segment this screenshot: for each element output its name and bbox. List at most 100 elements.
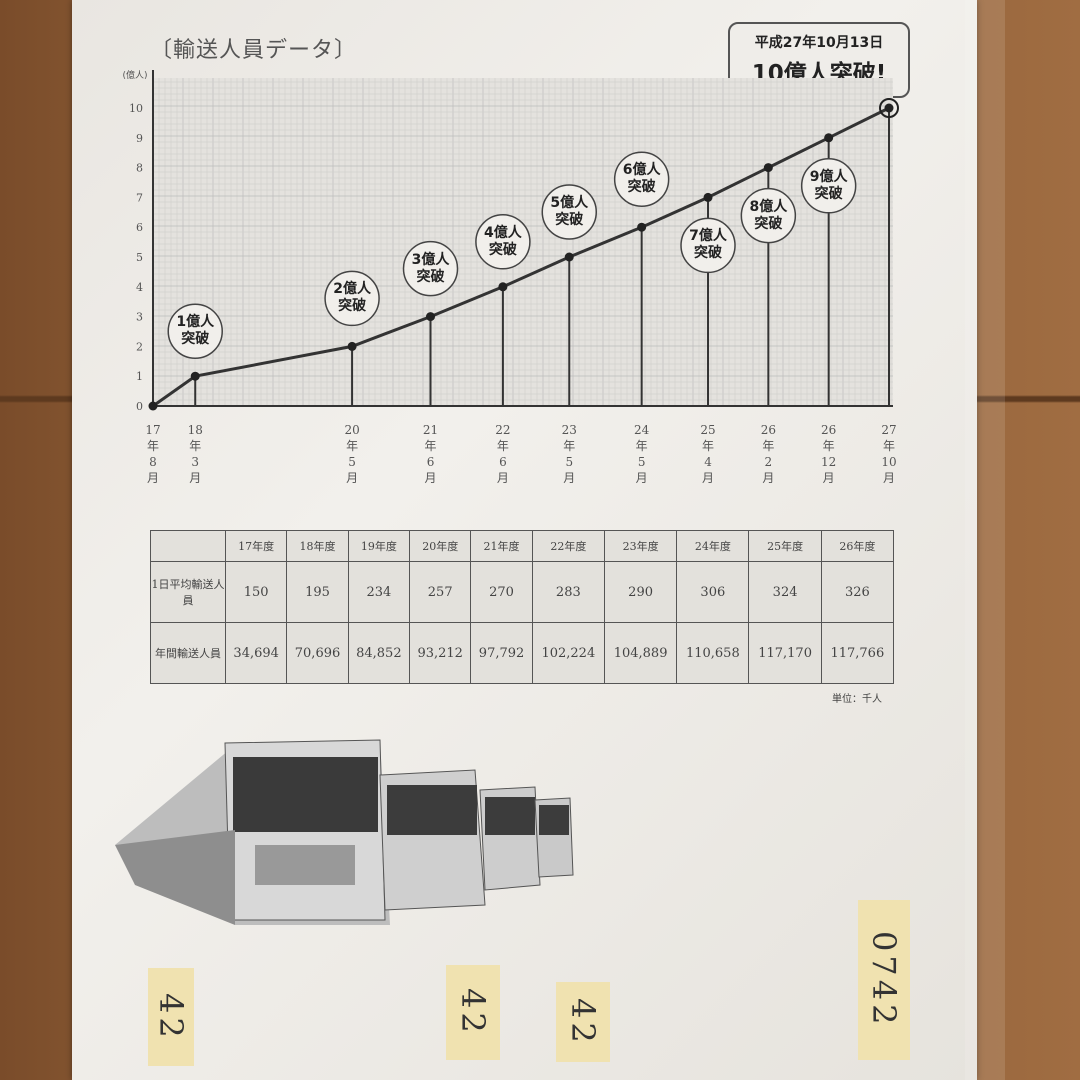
row-label: 1日平均輸送人員 [150,561,226,623]
column-header: 17年度 [224,530,288,562]
table-row: 1日平均輸送人員 150 195 234 257 270 283 290 306 324 326 [150,561,895,623]
milestone-badge-text: 1億人突破 [176,314,215,348]
table-header-row: 17年度 18年度 19年度 20年度 21年度 22年度 23年度 24年度 25年度 26年度 [150,530,895,562]
x-tick-label: 年 [189,439,201,453]
table-cell: 326 [820,561,895,623]
y-tick-label: 0 [136,400,143,413]
table-cell: 102,224 [531,622,605,684]
x-tick-label: 年 [636,439,648,453]
column-header: 26年度 [820,530,895,562]
x-tick-label: 年 [497,439,509,453]
x-tick-label: 年 [762,439,774,453]
chart-title: 〔輸送人員データ〕 [150,38,358,63]
milestone-badge [800,158,857,214]
x-tick-label: 22 [495,423,510,437]
x-tick-label: 26 [821,423,836,437]
milestone-badge-text: 2億人突破 [333,281,371,315]
x-tick-label: 5 [638,455,646,469]
milestone-badge-text: 3億人突破 [411,251,450,285]
milestone-badge [541,184,598,240]
x-tick-label: 月 [346,471,358,485]
data-point [637,222,647,232]
x-tick-label: 年 [147,439,159,453]
milestone-ring [879,98,899,118]
milestone-badge [475,214,531,270]
x-tick-label: 10 [881,455,896,469]
table-cell: 306 [676,561,750,623]
x-tick-label: 5 [565,455,573,469]
table-cell: 234 [347,561,411,623]
x-tick-label: 月 [636,471,648,485]
tag-number: 0742 [865,931,903,1029]
x-tick-label: 年 [563,439,575,453]
data-point [498,282,508,292]
y-tick-label: 8 [136,162,143,175]
table-cell: 290 [603,561,678,623]
sticky-tag: 0742 [858,900,910,1060]
corner-cell [150,530,226,562]
data-point [703,192,713,202]
y-tick-label: 6 [136,221,143,234]
column-header: 20年度 [409,530,472,562]
table-cell: 97,792 [470,622,533,684]
milestone-badge [613,151,670,207]
milestone-badge-text: 5億人突破 [550,195,589,228]
x-tick-label: 月 [189,471,201,485]
column-header: 18年度 [286,530,349,562]
x-tick-label: 月 [147,471,159,485]
ridership-line-chart: (億人)01234567891017年8月18年3月20年5月21年6月22年6… [122,69,899,485]
tag-number: 42 [454,988,492,1037]
table-cell: 324 [748,561,822,623]
row-label: 年間輸送人員 [150,622,226,684]
y-tick-label: 10 [129,102,143,115]
table-cell: 195 [286,561,349,623]
sticky-tag: 42 [148,968,194,1066]
tag-number: 42 [152,992,190,1042]
milestone-badge [740,187,797,244]
table-cell: 110,658 [676,622,750,684]
x-tick-label: 23 [562,423,577,437]
milestone-badge [402,240,459,297]
milestone-badge-text: 7億人突破 [689,228,727,262]
table-cell: 270 [470,561,533,623]
column-header: 23年度 [603,530,678,562]
table-cell: 283 [531,561,605,623]
x-tick-label: 2 [765,455,773,469]
x-tick-label: 4 [704,455,712,469]
milestone-badge-text: 8億人突破 [749,198,788,232]
column-header: 22年度 [531,530,605,562]
y-tick-label: 3 [136,311,143,324]
x-tick-label: 年 [823,439,835,453]
x-tick-label: 12 [821,455,836,469]
x-tick-label: 24 [634,423,650,437]
x-tick-label: 年 [702,439,714,453]
table-cell: 84,852 [347,622,411,684]
data-point [347,341,357,351]
milestone-badge-text: 4億人突破 [484,224,522,258]
table-cell: 70,696 [286,622,349,684]
milestone-badge [680,217,736,274]
x-tick-label: 20 [344,423,359,437]
x-tick-label: 21 [423,423,438,437]
table-cell: 117,170 [748,622,822,684]
milestone-badge-text: 9億人突破 [809,168,848,202]
column-header: 21年度 [470,530,533,562]
table-cell: 104,889 [603,622,678,684]
table-cell: 150 [224,561,288,623]
data-point [824,133,834,143]
unit-note: 単位：千人 [832,694,882,705]
data-point [190,371,200,381]
table-cell: 93,212 [409,622,472,684]
x-tick-label: 月 [425,471,437,485]
x-tick-label: 年 [425,439,437,453]
data-point [148,401,158,411]
x-tick-label: 6 [427,455,435,469]
x-tick-label: 8 [149,455,157,469]
x-tick-label: 3 [191,455,199,469]
table-cell: 34,694 [224,622,288,684]
milestone-badge-text: 6億人突破 [622,162,661,196]
train-illustration [115,739,574,925]
data-point [884,103,894,113]
data-point [426,312,436,322]
x-tick-label: 月 [823,471,835,485]
